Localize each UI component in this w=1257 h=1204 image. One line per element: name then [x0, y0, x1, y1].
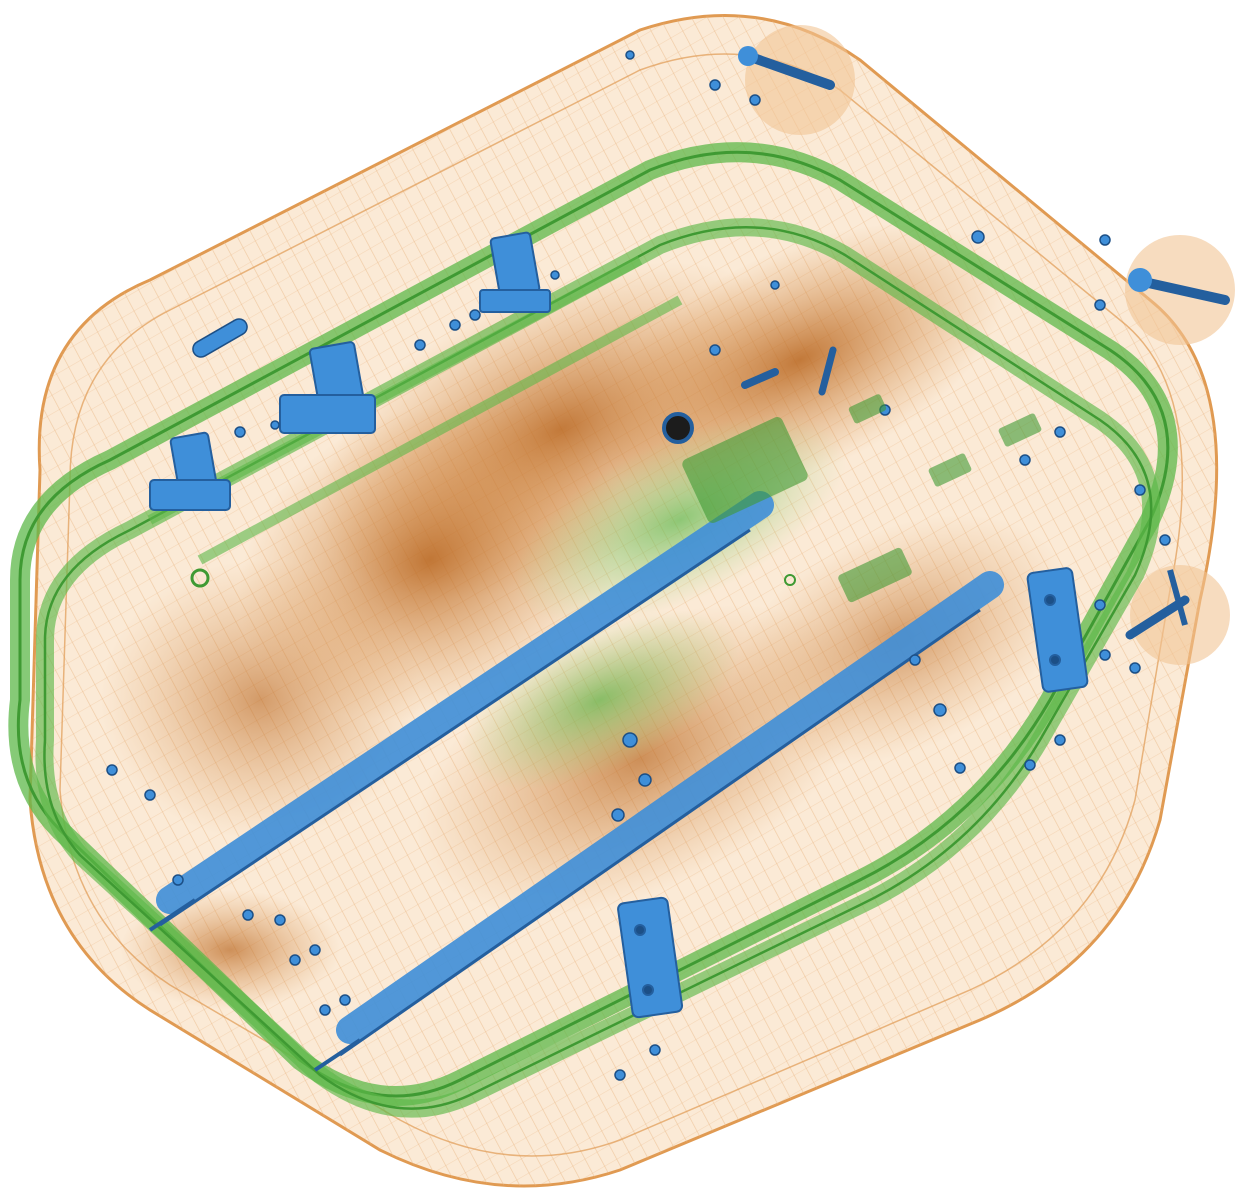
wheels — [738, 25, 1235, 665]
telescopic-handle-rails — [148, 491, 1004, 1072]
latches — [617, 567, 1089, 1019]
wheel-right-top — [1125, 235, 1235, 345]
hinge-1 — [479, 231, 551, 313]
green-frame — [8, 142, 1178, 1118]
hinge-2 — [279, 341, 376, 434]
wheel-top — [738, 25, 855, 135]
internal-components — [682, 394, 1042, 603]
hinge-3 — [149, 431, 231, 511]
latch-right — [1026, 567, 1089, 693]
rivets — [106, 50, 1171, 1081]
hinges — [149, 231, 551, 511]
latch-bottom — [617, 896, 684, 1019]
wheel-right-bottom — [1125, 565, 1230, 665]
